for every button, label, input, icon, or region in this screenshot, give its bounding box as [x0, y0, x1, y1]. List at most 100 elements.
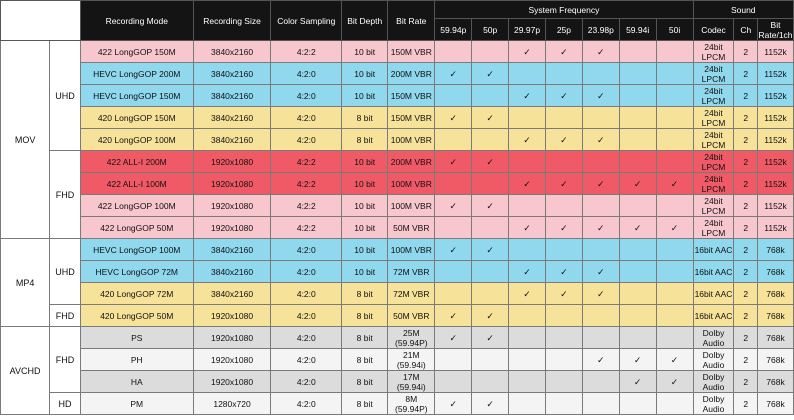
recording-mode-cell: PM — [79, 392, 194, 415]
recording-size-cell: 3840x2160 — [192, 282, 272, 305]
frequency-cell — [618, 260, 657, 283]
recording-size-cell: 3840x2160 — [192, 128, 272, 151]
color-sampling-cell: 4:2:2 — [270, 194, 343, 217]
frequency-cell — [434, 260, 473, 283]
channel-cell: 2 — [733, 106, 759, 129]
frequency-cell — [544, 194, 583, 217]
frequency-cell — [655, 62, 694, 85]
color-sampling-cell: 4:2:0 — [270, 348, 343, 371]
recording-mode-cell: 420 LongGOP 100M — [79, 128, 194, 151]
header-bit-rate: Bit Rate — [387, 0, 436, 41]
check-mark-icon: ✓ — [618, 216, 657, 239]
bit-rate-cell: 72M VBR — [387, 282, 436, 305]
check-mark-icon: ✓ — [434, 392, 473, 415]
sound-bitrate-cell: 1152k — [757, 216, 794, 239]
frequency-cell — [471, 282, 510, 305]
check-mark-icon: ✓ — [581, 172, 620, 195]
sound-bitrate-cell: 1152k — [757, 84, 794, 107]
frequency-cell — [618, 62, 657, 85]
color-sampling-cell: 4:2:2 — [270, 216, 343, 239]
channel-cell: 2 — [733, 84, 759, 107]
frequency-cell — [655, 150, 694, 173]
color-sampling-cell: 4:2:0 — [270, 282, 343, 305]
container-group-label: MP4 — [0, 238, 51, 327]
table-row: MOV UHD 422 LongGOP 150M 3840x2160 4:2:2 10 b… — [0, 40, 794, 239]
check-mark-icon: ✓ — [508, 172, 546, 195]
codec-cell: 24bit LPCM — [692, 128, 735, 151]
frequency-cell — [471, 348, 510, 371]
frequency-cell — [581, 392, 620, 415]
container-group-label: AVCHD — [0, 326, 51, 415]
frequency-cell — [471, 84, 510, 107]
frequency-cell — [581, 194, 620, 217]
bit-rate-cell: 100M VBR — [387, 172, 436, 195]
check-mark-icon: ✓ — [581, 348, 620, 371]
codec-cell: 24bit LPCM — [692, 216, 735, 239]
frequency-cell — [544, 304, 583, 327]
sound-bitrate-cell: 1152k — [757, 150, 794, 173]
table-row: 420 LongGOP 100M 3840x2160 4:2:0 8 bit 100M … — [1, 128, 794, 151]
color-sampling-cell: 4:2:2 — [270, 40, 343, 63]
table-row: 422 ALL-I 100M 1920x1080 4:2:2 10 bit 100M V… — [1, 172, 794, 195]
sound-bitrate-cell: 768k — [757, 348, 794, 371]
bit-depth-cell: 8 bit — [341, 106, 389, 129]
recording-mode-cell: 420 LongGOP 50M — [79, 304, 194, 327]
header-freq-50p: 50p — [471, 18, 510, 41]
frequency-cell — [508, 304, 546, 327]
recording-mode-cell: 420 LongGOP 150M — [79, 106, 194, 129]
header-recording-size: Recording Size — [192, 0, 272, 41]
codec-cell: 16bit AAC — [692, 282, 735, 305]
codec-cell: 24bit LPCM — [692, 172, 735, 195]
frequency-cell — [544, 370, 583, 393]
frequency-cell — [508, 106, 546, 129]
table-row: FHD 420 LongGOP 50M 1920x1080 4:2:0 8 bit 50M… — [1, 304, 794, 327]
header-freq-59-94i: 59.94i — [618, 18, 657, 41]
sound-bitrate-cell: 1152k — [757, 62, 794, 85]
bit-rate-cell: 50M VBR — [387, 216, 436, 239]
table-row: AVCHD FHD PS 1920x1080 4:2:0 8 bit 25M (59.94P… — [0, 326, 794, 415]
check-mark-icon: ✓ — [544, 282, 583, 305]
bit-rate-cell: 8M (59.94P) — [387, 392, 436, 415]
frequency-cell — [434, 216, 473, 239]
check-mark-icon: ✓ — [508, 84, 546, 107]
channel-cell: 2 — [733, 370, 759, 393]
channel-cell: 2 — [733, 326, 759, 349]
frequency-cell — [471, 172, 510, 195]
bit-depth-cell: 10 bit — [341, 194, 389, 217]
frequency-cell — [434, 128, 473, 151]
check-mark-icon: ✓ — [471, 150, 510, 173]
codec-cell: 16bit AAC — [692, 260, 735, 283]
frequency-cell — [618, 304, 657, 327]
header-sound-bitrate: Bit Rate/1ch — [757, 18, 794, 41]
codec-cell: Dolby Audio — [692, 326, 735, 349]
sound-bitrate-cell: 1152k — [757, 128, 794, 151]
channel-cell: 2 — [733, 172, 759, 195]
table-row: 422 LongGOP 100M 1920x1080 4:2:2 10 bit 100M… — [1, 194, 794, 217]
channel-cell: 2 — [733, 62, 759, 85]
sound-bitrate-cell: 768k — [757, 370, 794, 393]
bit-rate-cell: 72M VBR — [387, 260, 436, 283]
frequency-cell — [544, 150, 583, 173]
check-mark-icon: ✓ — [471, 304, 510, 327]
recording-size-cell: 1280x720 — [192, 392, 272, 415]
channel-cell: 2 — [733, 238, 759, 261]
color-sampling-cell: 4:2:0 — [270, 392, 343, 415]
check-mark-icon: ✓ — [581, 282, 620, 305]
frequency-cell — [655, 128, 694, 151]
frequency-cell — [471, 216, 510, 239]
table-row: HEVC LongGOP 200M 3840x2160 4:2:0 10 bit 200… — [1, 62, 794, 85]
check-mark-icon: ✓ — [471, 62, 510, 85]
codec-cell: Dolby Audio — [692, 392, 735, 415]
color-sampling-cell: 4:2:0 — [270, 128, 343, 151]
frequency-cell — [544, 348, 583, 371]
frequency-cell — [655, 304, 694, 327]
bit-depth-cell: 10 bit — [341, 62, 389, 85]
header-recording-mode: Recording Mode — [79, 0, 194, 41]
check-mark-icon: ✓ — [471, 238, 510, 261]
header-ch: Ch — [733, 18, 759, 41]
recording-size-cell: 3840x2160 — [192, 62, 272, 85]
frequency-cell — [508, 326, 546, 349]
check-mark-icon: ✓ — [581, 128, 620, 151]
codec-cell: Dolby Audio — [692, 370, 735, 393]
